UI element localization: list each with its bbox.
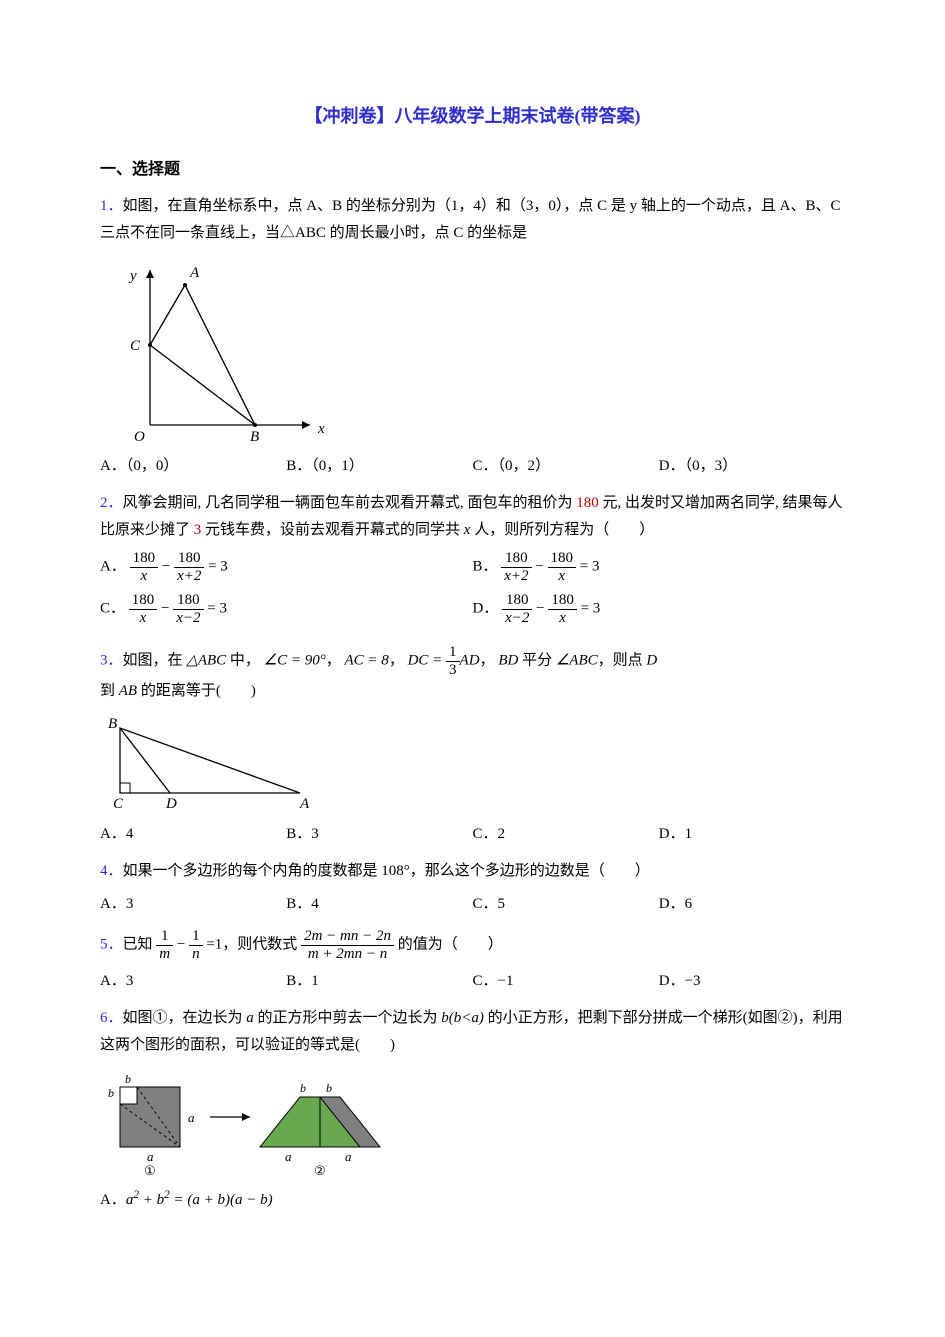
svg-text:O: O xyxy=(134,429,145,445)
svg-text:①: ① xyxy=(144,1163,156,1177)
q1-choice-A: A．（0，0） xyxy=(100,453,286,480)
q3-choice-B: B．3 xyxy=(286,821,472,848)
q1-choice-B: B．（0，1） xyxy=(286,453,472,480)
svg-text:x: x xyxy=(317,421,325,437)
q1-choice-C: C．（0，2） xyxy=(473,453,659,480)
q1-figure: x y O C A B xyxy=(100,255,845,445)
q3-choice-D: D．1 xyxy=(659,821,845,848)
q2-t3: 元钱车费，设前去观看开幕式的同学共 xyxy=(201,522,464,538)
q2-choices: A． 180x − 180x+2 = 3 B． 180x+2 − 180x = … xyxy=(100,550,845,634)
q5-choice-A: A．3 xyxy=(100,968,286,995)
svg-text:②: ② xyxy=(314,1163,326,1177)
q2-number: 2． xyxy=(100,495,123,511)
q3-figure: B C D A xyxy=(100,713,845,813)
q2-choice-A: A． 180x − 180x+2 = 3 xyxy=(100,550,473,584)
svg-text:B: B xyxy=(250,429,259,445)
q3-choice-C: C．2 xyxy=(473,821,659,848)
q5-choices: A．3 B．1 C．−1 D．−3 xyxy=(100,968,845,995)
question-3: 3．如图，在 △ABC 中， ∠C = 90°， AC = 8， DC = 13… xyxy=(100,644,845,705)
svg-text:A: A xyxy=(299,796,310,812)
q3-choice-A: A．4 xyxy=(100,821,286,848)
q6-figure: b b a a ① b b a a ② xyxy=(100,1067,845,1177)
question-1: 1．如图，在直角坐标系中，点 A、B 的坐标分别为（1，4）和（3，0），点 C… xyxy=(100,193,845,247)
svg-text:b: b xyxy=(300,1081,306,1095)
svg-text:b: b xyxy=(125,1072,131,1086)
svg-text:B: B xyxy=(108,716,117,732)
q1-choices: A．（0，0） B．（0，1） C．（0，2） D．（0，3） xyxy=(100,453,845,480)
svg-text:C: C xyxy=(113,796,124,812)
question-4: 4．如果一个多边形的每个内角的度数都是 108°，那么这个多边形的边数是（ ） xyxy=(100,858,845,885)
q4-choices: A．3 B．4 C．5 D．6 xyxy=(100,891,845,918)
q1-choice-D: D．（0，3） xyxy=(659,453,845,480)
q2-choice-B: B． 180x+2 − 180x = 3 xyxy=(473,550,846,584)
q5-choice-C: C．−1 xyxy=(473,968,659,995)
q4-choice-C: C．5 xyxy=(473,891,659,918)
q5-number: 5． xyxy=(100,937,123,953)
q1-number: 1． xyxy=(100,198,123,214)
q3-number: 3． xyxy=(100,653,123,669)
svg-text:A: A xyxy=(189,265,200,281)
svg-text:C: C xyxy=(130,338,141,354)
question-5: 5．已知 1m − 1n =1，则代数式 2m − mn − 2nm + 2mn… xyxy=(100,928,845,962)
svg-text:a: a xyxy=(147,1149,154,1164)
q3-choices: A．4 B．3 C．2 D．1 xyxy=(100,821,845,848)
svg-text:y: y xyxy=(128,268,137,284)
question-6: 6．如图①，在边长为 a 的正方形中剪去一个边长为 b(b<a) 的小正方形，把… xyxy=(100,1005,845,1059)
question-2: 2．风筝会期间, 几名同学租一辆面包车前去观看开幕式, 面包车的租价为 180 … xyxy=(100,490,845,544)
q4-choice-B: B．4 xyxy=(286,891,472,918)
page-title: 【冲刺卷】八年级数学上期末试卷(带答案) xyxy=(100,100,845,132)
q6-choice-A: A．a2 + b2 = (a + b)(a − b) xyxy=(100,1185,845,1214)
q4-choice-D: D．6 xyxy=(659,891,845,918)
q1-text: 如图，在直角坐标系中，点 A、B 的坐标分别为（1，4）和（3，0），点 C 是… xyxy=(100,198,840,241)
section-header: 一、选择题 xyxy=(100,156,845,185)
svg-text:a: a xyxy=(285,1149,292,1164)
q3-tri: △ABC xyxy=(186,653,226,669)
svg-text:a: a xyxy=(345,1149,352,1164)
svg-text:D: D xyxy=(165,796,177,812)
q2-choice-D: D． 180x−2 − 180x = 3 xyxy=(473,592,846,626)
q5-choice-D: D．−3 xyxy=(659,968,845,995)
q4-choice-A: A．3 xyxy=(100,891,286,918)
q3-t1: 如图，在 xyxy=(123,653,187,669)
q4-text: 如果一个多边形的每个内角的度数都是 108°，那么这个多边形的边数是（ ） xyxy=(123,863,650,879)
q2-180: 180 xyxy=(576,495,599,511)
q6-number: 6． xyxy=(100,1010,123,1026)
q2-t4: 人，则所列方程为（ ） xyxy=(470,522,654,538)
q2-t1: 风筝会期间, 几名同学租一辆面包车前去观看开幕式, 面包车的租价为 xyxy=(123,495,577,511)
svg-text:b: b xyxy=(326,1081,332,1095)
svg-text:a: a xyxy=(188,1110,195,1125)
svg-text:b: b xyxy=(108,1086,114,1100)
q5-choice-B: B．1 xyxy=(286,968,472,995)
q4-number: 4． xyxy=(100,863,123,879)
q2-choice-C: C． 180x − 180x−2 = 3 xyxy=(100,592,473,626)
